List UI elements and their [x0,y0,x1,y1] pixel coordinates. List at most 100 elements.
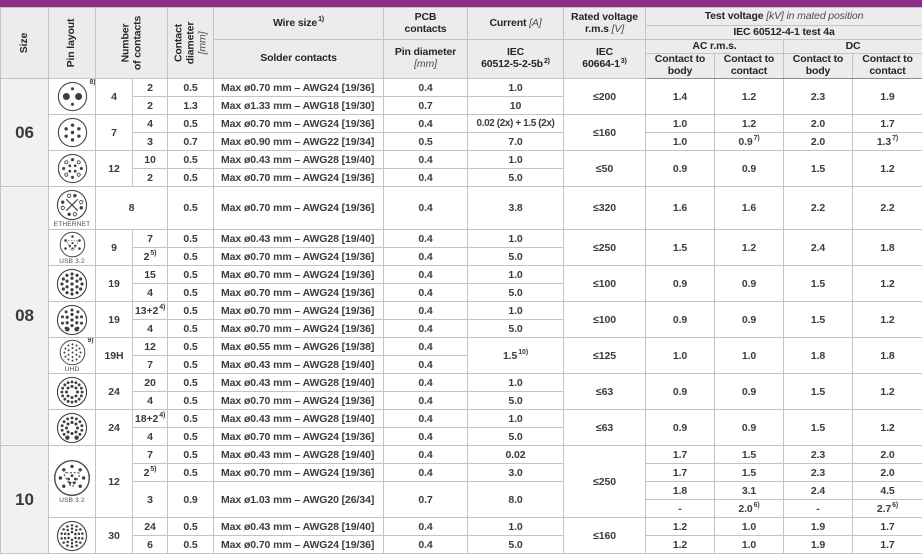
table-cell: 1.0 [714,535,784,554]
table-cell: 3 [132,132,168,151]
pin-4-icon: 8) [48,78,96,115]
pin-30-icon [48,517,96,554]
table-cell: 3.8 [467,186,564,230]
table-cell: 1.5 [783,265,853,302]
table-cell: 0.9 [714,373,784,410]
table-cell: 2.3 [783,445,853,464]
table-cell: 0.4 [383,427,468,446]
table-cell: 1.8 [783,337,853,374]
table-cell: 0.5 [167,427,214,446]
connector-spec-table: Size Pin layout Number of contacts Contac… [0,7,922,554]
table-cell: 0.4 [383,463,468,482]
table-cell: 4 [132,283,168,302]
table-cell: Max ø0.43 mm – AWG28 [19/40] [213,355,384,374]
table-cell: 0.4 [383,150,468,169]
table-cell: 10 [132,150,168,169]
table-cell: 15 [132,265,168,284]
table-cell: 4 [132,391,168,410]
table-cell: ≤125 [563,337,646,374]
table-cell: 24 [95,373,133,410]
table-cell: 1.5 [714,445,784,464]
table-cell: 25) [132,463,168,482]
table-cell: 1.0 [467,78,564,97]
table-cell: Max ø0.43 mm – AWG28 [19/40] [213,409,384,428]
table-cell: 2.3 [783,78,853,115]
col-header-ac-contact-to-body: Contact to body [645,53,715,79]
table-cell: 7.0 [467,132,564,151]
table-cell: ≤160 [563,517,646,554]
table-cell: 25) [132,247,168,266]
table-cell: 10 [467,96,564,115]
pin-24-icon [48,373,96,410]
table-cell: 0.5 [167,150,214,169]
table-cell: 7 [132,229,168,248]
table-cell: 1.4 [645,78,715,115]
table-cell: 19 [95,265,133,302]
table-cell: 0.9 [645,150,715,187]
table-cell: 0.4 [383,229,468,248]
table-cell: 13+24) [132,301,168,320]
usb32-pin-layout-icon: USB 3.2 [48,445,96,518]
table-cell: 1.5 [783,150,853,187]
table-cell: 0.5 [167,186,214,230]
table-cell: 8.0 [467,481,564,518]
size-label: 08 [0,186,49,446]
table-cell: 1.0 [714,337,784,374]
usb32-pin-layout-icon: USB 3.2 [48,229,96,266]
table-cell: 0.02 [467,445,564,464]
table-cell: 5.0 [467,283,564,302]
table-cell: 1.2 [645,535,715,554]
col-header-ac-contact-to-contact: Contact to contact [714,53,784,79]
table-cell: 0.4 [383,168,468,187]
table-cell: 5.0 [467,427,564,446]
table-cell: 18+24) [132,409,168,428]
table-cell: 1.510) [467,337,564,374]
table-cell: 0.5 [167,535,214,554]
table-cell: 0.5 [167,517,214,536]
table-cell: 3.1 [714,481,784,500]
table-cell: 1.0 [467,150,564,169]
table-cell: 20 [132,373,168,392]
table-cell: 2 [132,78,168,97]
table-cell: Max ø0.43 mm – AWG28 [19/40] [213,445,384,464]
table-cell: 1.5 [783,409,853,446]
table-cell: 5.0 [467,319,564,338]
table-cell: 4 [132,114,168,133]
table-cell: 0.4 [383,517,468,536]
table-cell: 1.0 [467,373,564,392]
table-cell: 1.0 [467,301,564,320]
table-cell: 1.8 [645,481,715,500]
table-cell: 1.0 [467,229,564,248]
table-cell: ≤50 [563,150,646,187]
table-cell: 0.9 [645,301,715,338]
size-label: 10 [0,445,49,554]
col-header-size: Size [0,7,49,79]
table-cell: 1.6 [645,186,715,230]
table-body: 06 8) 4 2 0.5 Max ø0.70 mm – AWG24 [19/36] 0.4… [0,78,922,554]
table-cell: 5.0 [467,391,564,410]
table-cell: 2.0 [851,445,922,464]
table-cell: 24 [95,409,133,446]
table-cell: 1.8 [851,229,922,266]
table-cell: Max ø0.55 mm – AWG26 [19/38] [213,337,384,356]
table-cell: 1.7 [851,535,922,554]
table-cell: Max ø0.43 mm – AWG28 [19/40] [213,517,384,536]
table-cell: 1.5 [783,301,853,338]
table-cell: ≤63 [563,373,646,410]
table-cell: - [645,499,715,518]
table-cell: 0.4 [383,301,468,320]
table-cell: 2.4 [783,229,853,266]
table-cell: 2.06) [714,499,784,518]
col-header-test-standard: IEC 60512-4-1 test 4a [644,25,922,40]
table-cell: 7 [95,114,133,151]
accent-top-bar [0,0,922,7]
table-cell: 2.0 [851,463,922,482]
table-cell: 0.5 [383,132,468,151]
table-cell: 1.2 [851,150,922,187]
col-header-dc-contact-to-body: Contact to body [783,53,853,79]
table-cell: 1.2 [851,409,922,446]
uhd-pin-layout-icon: 9) UHD [48,337,96,374]
table-cell: 0.5 [167,355,214,374]
pin-19-aux-icon [48,301,96,338]
table-cell: 1.2 [851,301,922,338]
